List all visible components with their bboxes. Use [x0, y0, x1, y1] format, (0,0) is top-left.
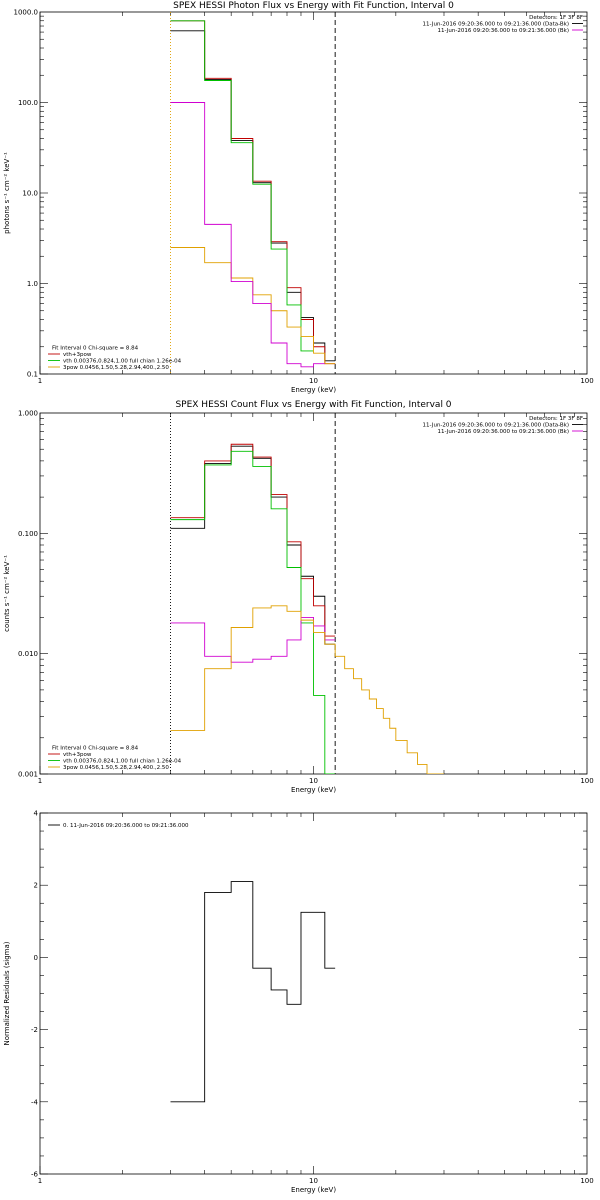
legend-entry: Fit Interval 0 Chi-square = 8.84: [52, 746, 139, 752]
series-line-bk: [170, 616, 336, 663]
y-tick-label: 100.0: [18, 99, 38, 107]
x-axis-label: Energy (keV): [291, 1186, 336, 1194]
x-tick-label: 10: [309, 1177, 318, 1185]
x-axis-label: Energy (keV): [291, 786, 336, 794]
x-tick-label: 10: [309, 377, 318, 385]
y-tick-label: 1000.0: [14, 9, 39, 17]
y-tick-label: -2: [31, 1026, 38, 1034]
y-tick-label: 0.001: [18, 771, 38, 779]
chart-panel-2: SPEX HESSI Count Flux vs Energy with Fit…: [3, 400, 594, 794]
header-entry: 11-Jun-2016 09:20:36.000 to 09:21:36.000…: [423, 423, 569, 429]
legend-entry: 0. 11-Jun-2016 09:20:36.000 to 09:21:36.…: [63, 823, 189, 829]
x-axis-label: Energy (keV): [291, 386, 336, 394]
y-tick-label: 10.0: [22, 190, 38, 198]
y-axis-label: counts s⁻¹ cm⁻² keV⁻¹: [3, 555, 11, 632]
y-tick-label: 0: [34, 954, 38, 962]
x-tick-label: 100: [580, 377, 593, 385]
header-entry: Detectors: 1F 3F 8F: [529, 15, 583, 21]
series-line-3pow: [170, 605, 444, 774]
series-line-bk: [170, 102, 325, 368]
header-entry: 11-Jun-2016 09:20:36.000 to 09:21:36.000…: [437, 28, 569, 34]
chart-title: SPEX HESSI Count Flux vs Energy with Fit…: [175, 400, 451, 410]
legend-entry: vth 0.00376,0.824,1.00 full chian 1.26e-…: [63, 359, 182, 365]
x-tick-label: 100: [580, 777, 593, 785]
y-tick-label: 0.100: [18, 530, 38, 538]
header-entry: 11-Jun-2016 09:20:36.000 to 09:21:36.000…: [423, 22, 569, 28]
series-line-vth-3pow: [170, 20, 336, 365]
legend-entry: vth+3pow: [63, 752, 92, 758]
y-tick-label: 0.1: [27, 371, 38, 379]
series-line-vth: [170, 450, 336, 774]
plot-frame: [39, 812, 588, 1175]
series-line-data-bk: [170, 445, 336, 645]
legend-entry: vth 0.00376,0.824,1.00 full chian 1.26e-…: [63, 759, 182, 765]
chart-panel-3: 1 10 100 Energy (keV) -6 -4 -2 0 2 4 Normalized Re…: [3, 810, 594, 1195]
legend-entry: 3pow 0.0456,1.50,5.28,2.94,400.,2.50: [63, 765, 169, 771]
y-axis-label: Normalized Residuals (sigma): [3, 941, 11, 1045]
y-tick-label: -4: [31, 1098, 39, 1106]
chart-title: SPEX HESSI Photon Flux vs Energy with Fi…: [173, 1, 454, 11]
x-tick-label: 100: [580, 1177, 593, 1185]
legend-entry: Fit Interval 0 Chi-square = 8.84: [52, 346, 139, 352]
y-tick-label: 2: [34, 882, 38, 890]
header-entry: 11-Jun-2016 09:20:36.000 to 09:21:36.000…: [437, 429, 569, 435]
legend-entry: vth+3pow: [63, 352, 92, 358]
x-tick-label: 1: [38, 777, 42, 785]
y-tick-label: 1.0: [27, 280, 38, 288]
series-line-vth: [170, 20, 314, 352]
y-axis-label: photons s⁻¹ cm⁻² keV⁻¹: [3, 152, 11, 234]
series-line-vth-3pow: [170, 443, 336, 637]
series-line-data-bk: [170, 30, 336, 362]
y-tick-label: 0.010: [18, 650, 38, 658]
chart-panel-1: SPEX HESSI Photon Flux vs Energy with Fi…: [3, 1, 594, 394]
y-tick-label: 4: [34, 810, 39, 818]
header-entry: Detectors: 1F 3F 8F: [529, 416, 583, 422]
y-tick-label: -6: [31, 1171, 39, 1179]
x-tick-label: 1: [38, 377, 42, 385]
legend-entry: 3pow 0.0456,1.50,5.28,2.94,400.,2.50: [63, 365, 169, 371]
y-tick-label: 1.000: [18, 410, 38, 418]
series-line-residuals: [170, 881, 336, 1103]
x-tick-label: 10: [309, 777, 318, 785]
series-line-3pow: [170, 247, 336, 365]
x-tick-label: 1: [38, 1177, 42, 1185]
